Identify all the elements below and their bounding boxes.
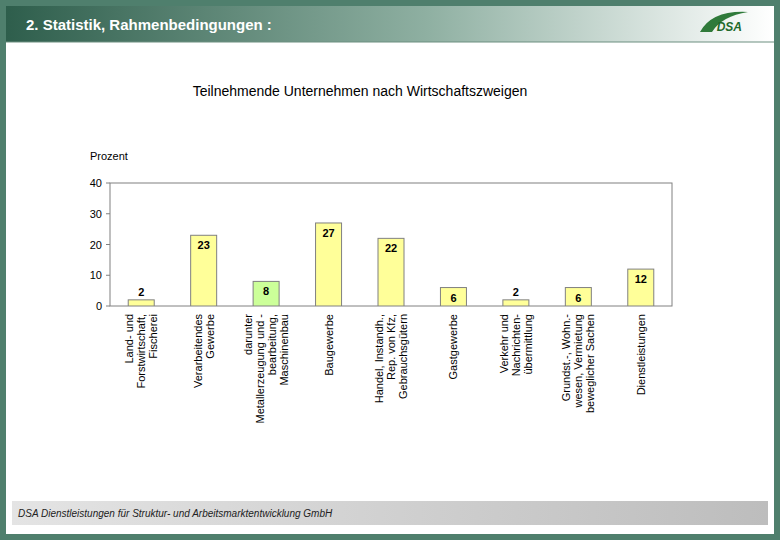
bar bbox=[565, 288, 591, 306]
y-tick-label: 30 bbox=[90, 208, 102, 220]
label-line: beweglicher Sachen bbox=[584, 314, 596, 413]
label-line: Verarbeitendes bbox=[192, 314, 204, 388]
y-tick bbox=[106, 275, 110, 276]
plot-frame bbox=[110, 183, 672, 306]
footer-text: DSA Dienstleistungen für Struktur- und A… bbox=[18, 508, 333, 519]
x-tick-label: Gastgewerbe bbox=[447, 314, 459, 379]
data-label: 2 bbox=[513, 286, 519, 298]
bar bbox=[503, 300, 529, 306]
x-tick-label: Land- undForstwirtschaft,Fischerei bbox=[123, 314, 159, 389]
y-tick-label: 40 bbox=[90, 177, 102, 189]
label-line: Gastgewerbe bbox=[447, 314, 459, 379]
header-bar bbox=[6, 6, 774, 42]
label-line: Handel, Instandh., bbox=[373, 314, 385, 403]
data-label: 12 bbox=[635, 273, 647, 285]
data-label: 27 bbox=[322, 227, 334, 239]
logo-text: DSA bbox=[717, 20, 742, 34]
label-line: Fischerei bbox=[147, 314, 159, 359]
y-tick-label: 20 bbox=[90, 239, 102, 251]
header-rule bbox=[6, 42, 774, 43]
x-tick-label: Verkehr undNachrichten-übermittlung bbox=[498, 314, 534, 377]
x-tick-label: Baugewerbe bbox=[323, 314, 335, 376]
label-line: Gebrauchsgütern bbox=[397, 314, 409, 399]
x-tick-label: Dienstleistungen bbox=[635, 314, 647, 395]
label-line: Land- und bbox=[123, 314, 135, 364]
footer-bar bbox=[12, 501, 768, 525]
label-line: bearbeitung, bbox=[266, 314, 278, 375]
data-label: 23 bbox=[198, 239, 210, 251]
data-label: 22 bbox=[385, 242, 397, 254]
label-line: übermittlung bbox=[522, 314, 534, 375]
y-tick bbox=[106, 183, 110, 184]
label-line: Maschinenbau bbox=[278, 314, 290, 386]
label-line: wesen, Vermietung bbox=[572, 314, 584, 409]
y-tick bbox=[106, 306, 110, 307]
data-label: 8 bbox=[263, 285, 269, 297]
x-tick-label: darunterMetallerzeugung und -bearbeitung… bbox=[242, 314, 290, 424]
y-tick bbox=[106, 244, 110, 245]
data-label: 2 bbox=[138, 286, 144, 298]
slide-background bbox=[6, 6, 774, 534]
bars bbox=[128, 223, 654, 306]
y-axis-label: Prozent bbox=[90, 150, 128, 162]
data-label: 6 bbox=[450, 292, 456, 304]
y-tick-label: 10 bbox=[90, 269, 102, 281]
bar bbox=[253, 281, 279, 306]
label-line: Nachrichten- bbox=[510, 314, 522, 377]
bar bbox=[191, 235, 217, 306]
bar bbox=[440, 288, 466, 306]
bar bbox=[316, 223, 342, 306]
header-title: 2. Statistik, Rahmenbedingungen : bbox=[26, 16, 272, 33]
y-tick bbox=[106, 213, 110, 214]
bar bbox=[128, 300, 154, 306]
x-tick-label: Grundst.-, Wohn.-wesen, Vermietungbewegl… bbox=[560, 314, 596, 413]
label-line: Dienstleistungen bbox=[635, 314, 647, 395]
label-line: Forstwirtschaft, bbox=[135, 314, 147, 389]
label-line: Baugewerbe bbox=[323, 314, 335, 376]
bar bbox=[628, 269, 654, 306]
chart-title: Teilnehmende Unternehmen nach Wirtschaft… bbox=[193, 83, 528, 99]
label-line: Verkehr und bbox=[498, 314, 510, 373]
y-tick-label: 0 bbox=[96, 300, 102, 312]
label-line: Rep. von Kfz, bbox=[385, 314, 397, 380]
x-tick-label: Handel, Instandh.,Rep. von Kfz,Gebrauchs… bbox=[373, 314, 409, 403]
bar bbox=[378, 238, 404, 306]
data-label: 6 bbox=[575, 292, 581, 304]
label-line: Metallerzeugung und - bbox=[254, 314, 266, 424]
label-line: darunter bbox=[242, 314, 254, 355]
label-line: Grundst.-, Wohn.- bbox=[560, 314, 572, 402]
x-tick-label: VerarbeitendesGewerbe bbox=[192, 314, 216, 388]
label-line: Gewerbe bbox=[204, 314, 216, 359]
